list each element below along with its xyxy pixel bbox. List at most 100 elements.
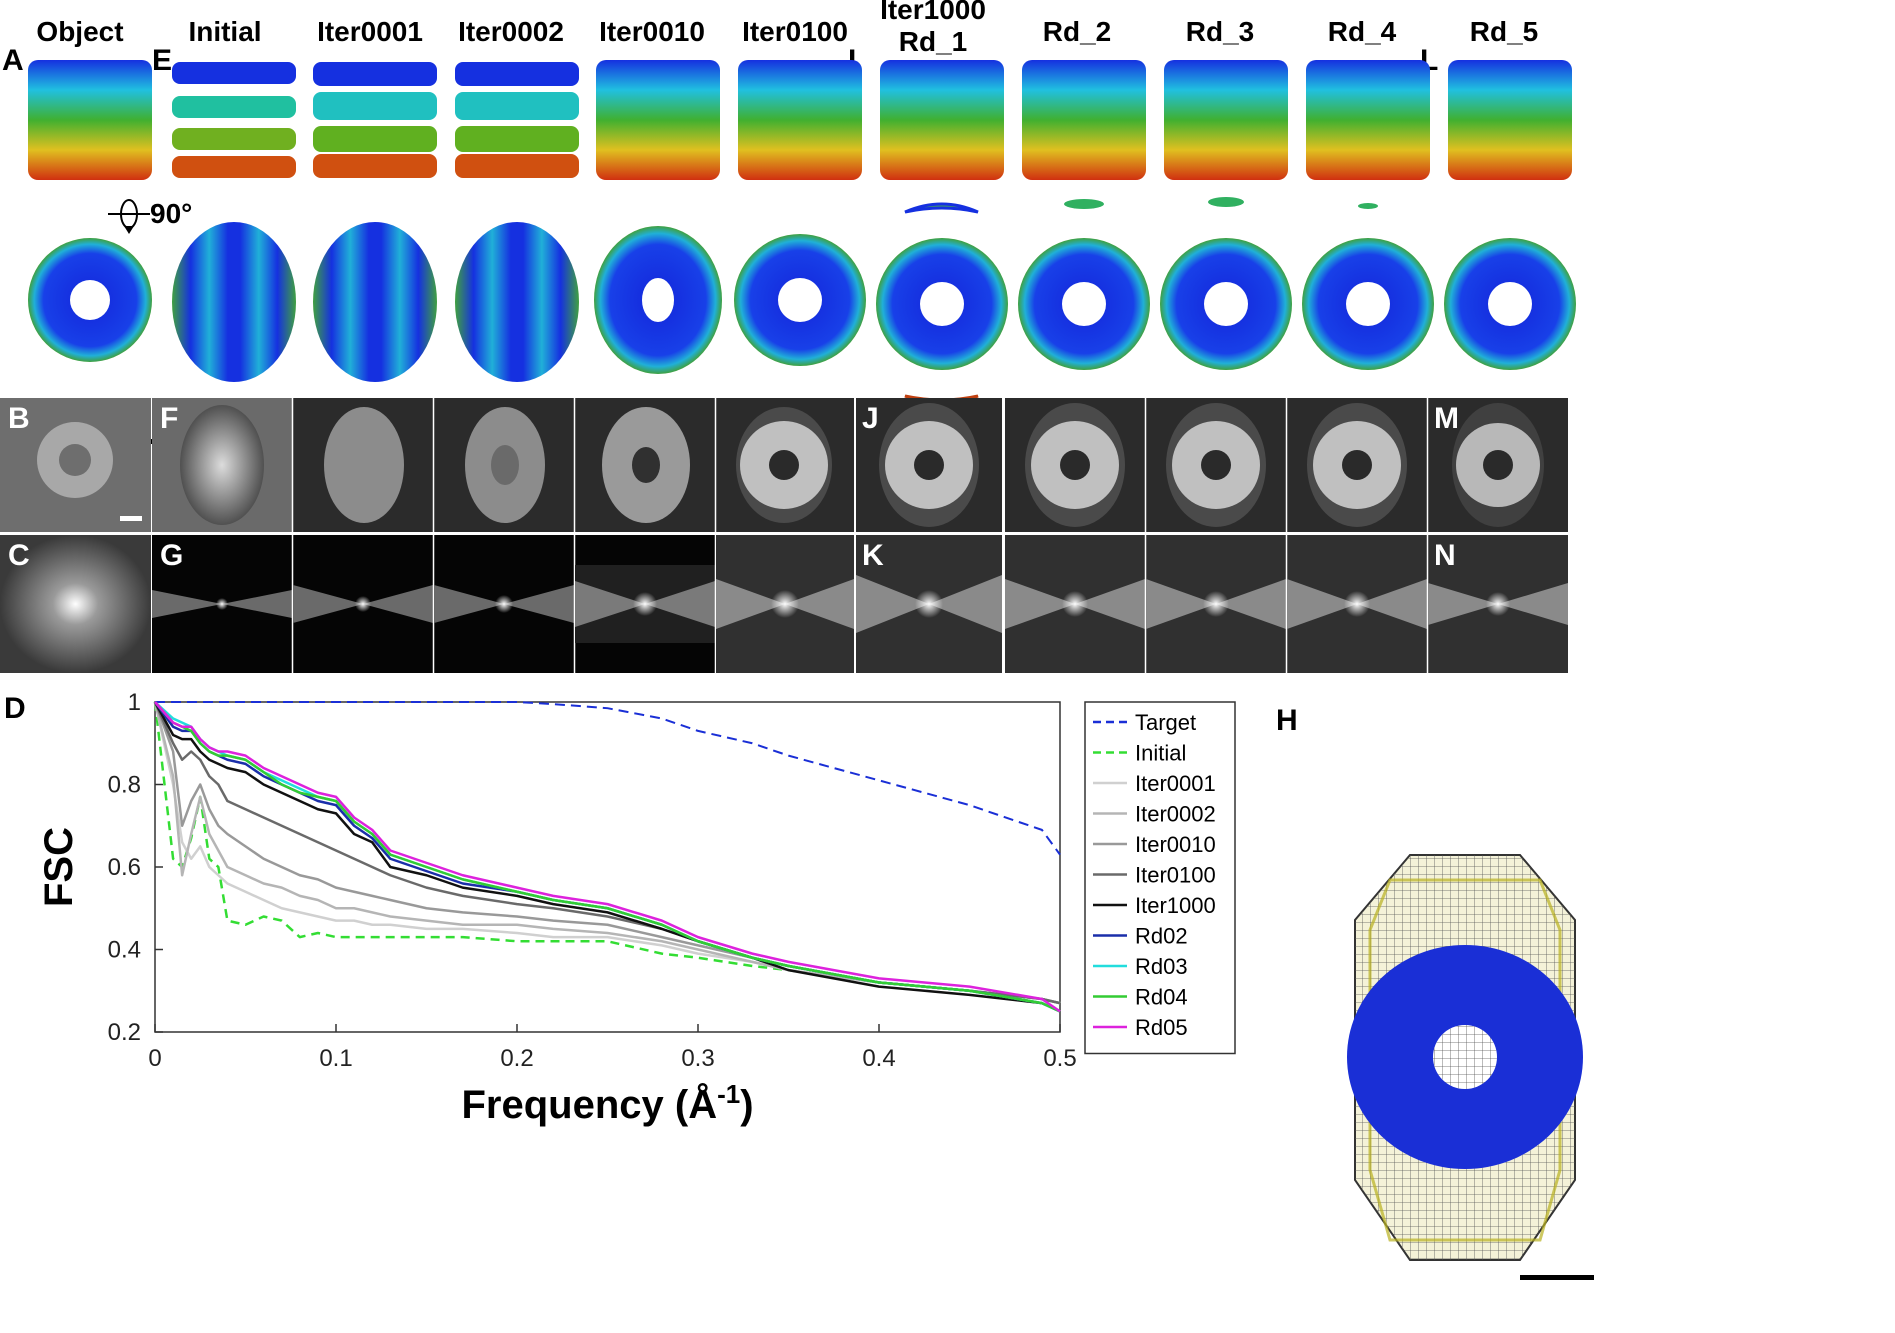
- series-line-target: [155, 701, 1061, 856]
- side-view-iter0002: [455, 62, 579, 178]
- rotation-icon: [108, 199, 150, 234]
- column-title-initial: Initial: [188, 16, 262, 47]
- panel-g-images: [152, 535, 854, 673]
- panel-f-slices: [152, 398, 854, 532]
- y-axis-label: FSC: [37, 827, 81, 907]
- side-view-rd2: [1022, 60, 1146, 180]
- legend-label-iter0001: Iter0001: [1135, 771, 1216, 796]
- column-title-object: Object: [36, 16, 124, 47]
- rotation-label: 90°: [150, 198, 193, 229]
- column-title-rd1: Rd_1: [898, 26, 968, 57]
- panel-label-g: G: [160, 539, 184, 572]
- x-tick-label: 0.4: [862, 1045, 895, 1072]
- panel-k-fft: [856, 535, 1002, 673]
- plot-area: [154, 701, 1061, 1033]
- legend-label-rd04: Rd04: [1135, 985, 1188, 1010]
- series-line-iter0002: [153, 701, 1061, 1005]
- top-view-iter0010: [594, 226, 722, 374]
- scale-bar-h: [1520, 1275, 1594, 1280]
- top-view-iter1000-rd1: [876, 202, 1008, 406]
- legend-label-iter0010: Iter0010: [1135, 832, 1216, 857]
- side-view-object: [28, 60, 152, 180]
- x-tick-label: 0.5: [1043, 1045, 1076, 1072]
- panel-label-j: J: [862, 402, 879, 435]
- top-view-initial: [172, 222, 296, 382]
- legend-label-iter0100: Iter0100: [1135, 863, 1216, 888]
- column-title-rd3: Rd_3: [1185, 16, 1255, 47]
- legend-label-rd05: Rd05: [1135, 1015, 1188, 1040]
- legend-label-iter0002: Iter0002: [1135, 802, 1216, 827]
- side-view-iter0001: [313, 62, 437, 178]
- panel-label-h: H: [1276, 704, 1298, 737]
- top-view-rd3: [1160, 197, 1292, 415]
- panel-g-ffts: [152, 535, 854, 673]
- x-tick-label: 0.1: [319, 1045, 352, 1072]
- panel-label-c: C: [8, 539, 30, 572]
- panel-h-mesh-overlay: [1347, 854, 1594, 1280]
- column-title-iter0100: Iter0100: [742, 16, 848, 47]
- fsc-chart: 0.2 0.4 0.6 0.8 1 0 0.1 0.2 0.3 0.4 0.5 FSC Frequenc…: [37, 689, 1236, 1127]
- top-view-rd4: [1302, 203, 1434, 416]
- legend-label-rd02: Rd02: [1135, 924, 1188, 949]
- column-title-iter1000: Iter1000: [880, 0, 986, 25]
- scale-bar-b: [120, 516, 142, 521]
- panel-label-m: M: [1434, 402, 1459, 435]
- side-view-iter0100: [738, 60, 862, 180]
- side-view-rd4: [1306, 60, 1430, 180]
- column-title-iter0002: Iter0002: [458, 16, 564, 47]
- column-title-iter0001: Iter0001: [317, 16, 423, 47]
- legend-label-iter1000: Iter1000: [1135, 893, 1216, 918]
- x-axis-label-superscript: -1: [717, 1079, 740, 1109]
- panel-rd-images: [1025, 398, 1544, 532]
- y-tick-label: 0.8: [108, 772, 141, 799]
- panel-b-slice: [0, 398, 151, 532]
- column-title-rd5: Rd_5: [1469, 16, 1539, 47]
- panel-label-f: F: [160, 402, 179, 435]
- panel-label-a: A: [2, 44, 24, 77]
- series-line-rd04: [154, 701, 1061, 1013]
- panel-j-image: [879, 403, 979, 527]
- side-view-rd3: [1164, 60, 1288, 180]
- side-view-rd5: [1448, 60, 1572, 180]
- top-view-object: [28, 238, 152, 362]
- column-title-rd4: Rd_4: [1327, 16, 1397, 47]
- legend-label-initial: Initial: [1135, 741, 1186, 766]
- panel-rd-ffts: [1005, 535, 1568, 673]
- x-tick-label: 0: [148, 1045, 161, 1072]
- panel-rd-slices: [1005, 398, 1568, 532]
- top-view-iter0100: [734, 234, 866, 366]
- panel-k-image: [856, 575, 1002, 633]
- panel-j-slice: [856, 398, 1002, 532]
- top-view-iter0002: [455, 222, 579, 382]
- x-tick-label: 0.2: [500, 1045, 533, 1072]
- panel-f-images: [152, 398, 832, 532]
- side-view-iter0010: [596, 60, 720, 180]
- panel-label-n: N: [1434, 539, 1456, 572]
- x-axis-label-close: ): [740, 1083, 753, 1127]
- column-title-rd2: Rd_2: [1042, 16, 1112, 47]
- panel-c-fft: [0, 535, 151, 673]
- legend-label-rd03: Rd03: [1135, 954, 1188, 979]
- y-tick-label: 0.2: [108, 1019, 141, 1046]
- series-line-initial: [153, 701, 1061, 1005]
- panel-b-image: [37, 422, 142, 521]
- legend-box: [1084, 701, 1236, 1055]
- panel-label-k: K: [862, 539, 884, 572]
- x-tick-label: 0.3: [681, 1045, 714, 1072]
- side-view-initial: [172, 62, 296, 178]
- top-view-rd5: [1444, 238, 1576, 370]
- x-axis-label: Frequency (Å-1): [461, 1079, 753, 1127]
- panel-label-d: D: [4, 692, 26, 725]
- panel-label-e: E: [152, 44, 173, 77]
- top-view-iter0001: [313, 222, 437, 382]
- column-title-iter0010: Iter0010: [599, 16, 705, 47]
- series-line-rd05: [154, 701, 1061, 1013]
- panel-label-b: B: [8, 402, 30, 435]
- side-view-iter1000-rd1: [880, 60, 1004, 180]
- legend-label-target: Target: [1135, 710, 1196, 735]
- y-tick-label: 0.6: [108, 854, 141, 881]
- y-tick-label: 1: [128, 689, 141, 716]
- top-view-rd2: [1018, 199, 1150, 412]
- y-tick-label: 0.4: [108, 937, 141, 964]
- panel-rd-fft-images: [1005, 535, 1568, 673]
